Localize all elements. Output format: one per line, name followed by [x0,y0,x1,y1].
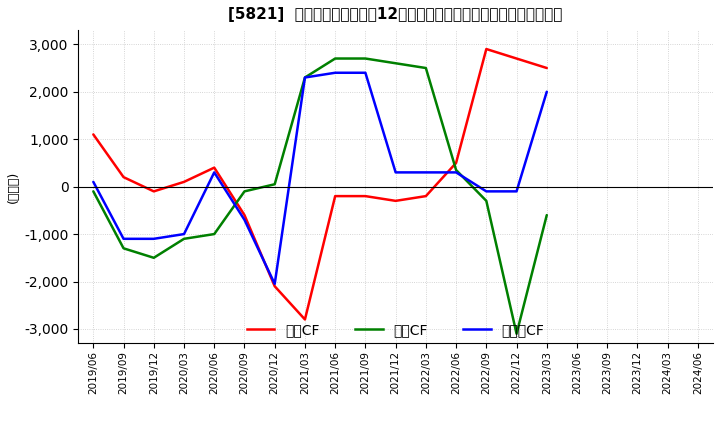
Legend: 営業CF, 投資CF, フリーCF: 営業CF, 投資CF, フリーCF [241,317,550,342]
Y-axis label: (百万円): (百万円) [7,171,20,203]
Title: [5821]  キャッシュフローの12か月移動合計の対前年同期増減額の推移: [5821] キャッシュフローの12か月移動合計の対前年同期増減額の推移 [228,7,563,22]
